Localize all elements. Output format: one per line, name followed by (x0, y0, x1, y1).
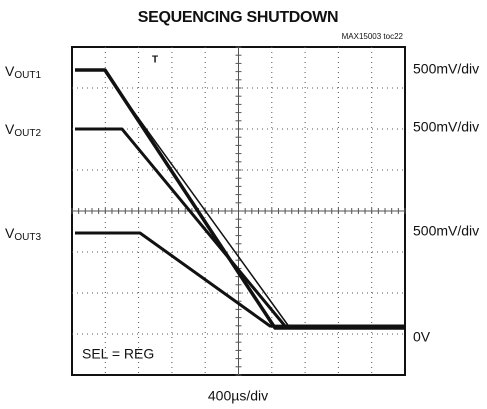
channel-name: V (5, 121, 15, 137)
trace-vout1-edge (104, 71, 291, 329)
note: SEL = REG (82, 346, 154, 362)
trace-vout3 (75, 231, 406, 330)
channel-label: VOUT1 (5, 63, 41, 81)
channel-scale: 500mV/div (413, 61, 479, 77)
channel-sub: OUT3 (14, 232, 41, 243)
traces (75, 68, 406, 330)
zero-label: 0V (413, 329, 431, 345)
channel-name: V (5, 63, 15, 79)
channel-label: VOUT2 (5, 121, 41, 139)
channel-sub: OUT1 (14, 70, 41, 81)
channel-sub: OUT2 (14, 128, 41, 139)
channel-label: VOUT3 (5, 225, 41, 243)
title: SEQUENCING SHUTDOWN (138, 9, 339, 26)
subtitle: MAX15003 toc22 (342, 32, 404, 41)
channel-name: V (5, 225, 15, 241)
grid (71, 46, 406, 376)
time-scale: 400µs/div (208, 388, 268, 404)
channel-scale: 500mV/div (413, 119, 479, 135)
trigger-marker: T (152, 55, 158, 66)
channel-scale: 500mV/div (413, 223, 479, 239)
